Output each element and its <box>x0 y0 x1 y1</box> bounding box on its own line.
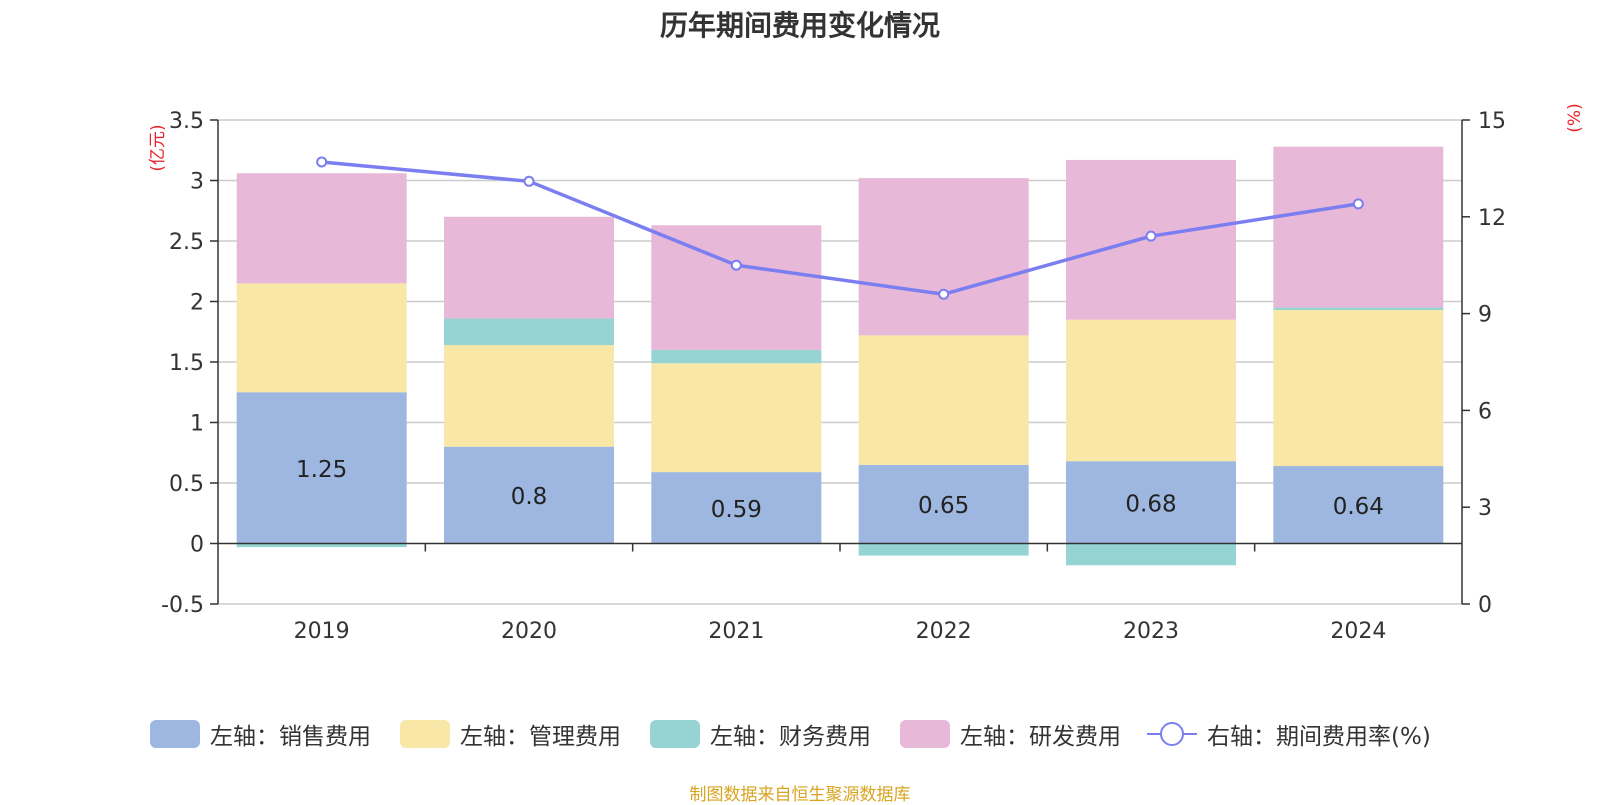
right-tick-label: 6 <box>1478 399 1492 424</box>
bar-segment <box>236 283 407 393</box>
rate-point <box>523 175 535 187</box>
category-label: 2023 <box>1123 619 1179 644</box>
grid-lines <box>218 119 1462 605</box>
data-labels: 1.25 0.8 0.59 0.65 0.68 0.64 <box>296 457 1384 523</box>
bar-segment <box>1273 309 1444 467</box>
bar-segment <box>858 335 1029 465</box>
legend-label: 右轴：期间费用率(%) <box>1207 724 1431 750</box>
legend-swatch <box>400 720 450 748</box>
legend: 左轴：销售费用 左轴：管理费用 左轴：财务费用 左轴：研发费用 右轴：期间费用率(%) <box>0 716 1600 756</box>
right-tick-label: 15 <box>1478 109 1506 134</box>
legend-item[interactable]: 左轴：管理费用 <box>400 716 621 752</box>
category-label: 2019 <box>294 619 350 644</box>
bar-segment <box>236 173 407 284</box>
bars <box>236 146 1444 566</box>
right-tick-label: 9 <box>1478 303 1492 328</box>
legend-swatch <box>900 720 950 748</box>
legend-item[interactable]: 左轴：财务费用 <box>650 716 871 752</box>
left-tick-label: 2 <box>190 291 204 316</box>
category-label: 2022 <box>916 619 972 644</box>
rate-point <box>730 259 742 271</box>
bar-segment <box>1273 146 1444 308</box>
right-axis-unit: (%) <box>1565 103 1585 132</box>
rate-point <box>1352 198 1364 210</box>
bar-segment <box>651 349 822 364</box>
category-label: 2020 <box>501 619 557 644</box>
source-note: 制图数据来自恒生聚源数据库 <box>689 785 911 805</box>
category-label: 2024 <box>1330 619 1386 644</box>
rate-line <box>316 156 1364 300</box>
category-label: 2021 <box>708 619 764 644</box>
bar-segment <box>651 225 822 350</box>
chart-canvas: -0.5 0 0.5 1 1.5 2 2.5 3 3.5 0 3 6 9 12 15 2019 2020 2021… <box>148 103 1585 644</box>
bar-segment <box>858 464 1029 544</box>
legend-label: 左轴：管理费用 <box>460 724 621 750</box>
rate-line-path <box>321 160 1359 297</box>
bar-segment <box>1066 461 1236 544</box>
legend-swatch <box>650 720 700 748</box>
rate-point <box>938 288 950 300</box>
bar-segment <box>444 345 614 447</box>
legend-label: 左轴：销售费用 <box>210 724 371 750</box>
bar-segment <box>1273 466 1444 544</box>
bar-segment <box>236 543 407 548</box>
right-tick-label: 3 <box>1478 496 1492 521</box>
left-tick-label: 2.5 <box>169 230 204 255</box>
legend-item[interactable]: 右轴：期间费用率(%) <box>1147 716 1431 752</box>
bar-segment <box>651 363 822 473</box>
left-axis-unit: (亿元) <box>148 124 168 171</box>
axes: -0.5 0 0.5 1 1.5 2 2.5 3 3.5 0 3 6 9 12 15 2019 2020 2021… <box>148 103 1585 644</box>
right-tick-label: 0 <box>1478 593 1492 618</box>
left-tick-label: 0 <box>190 533 204 558</box>
bar-segment <box>858 178 1029 336</box>
bar-segment <box>444 318 614 346</box>
left-tick-label: 3 <box>190 170 204 195</box>
data-label: 0.65 <box>918 493 969 519</box>
left-tick-label: 1.5 <box>169 351 204 376</box>
legend-label: 左轴：财务费用 <box>710 724 871 750</box>
legend-item[interactable]: 左轴：销售费用 <box>150 716 371 752</box>
data-label: 0.8 <box>511 484 548 510</box>
data-label: 0.59 <box>711 497 762 523</box>
left-tick-label: -0.5 <box>161 593 204 618</box>
legend-item[interactable]: 左轴：研发费用 <box>900 716 1121 752</box>
left-tick-label: 1 <box>190 412 204 437</box>
data-label: 0.68 <box>1125 491 1176 517</box>
data-label: 1.25 <box>296 457 347 483</box>
rate-point <box>1145 230 1157 242</box>
chart-title: 历年期间费用变化情况 <box>659 9 940 42</box>
bar-segment <box>236 392 407 544</box>
legend-swatch <box>150 720 200 748</box>
data-label: 0.64 <box>1333 494 1384 520</box>
bar-segment <box>1273 307 1444 310</box>
bar-segment <box>1066 543 1236 566</box>
bar-segment <box>444 446 614 544</box>
rate-point <box>316 156 328 168</box>
right-tick-label: 12 <box>1478 206 1506 231</box>
bar-segment <box>1066 319 1236 462</box>
left-tick-label: 0.5 <box>169 472 204 497</box>
bar-segment <box>651 472 822 544</box>
bar-segment <box>444 216 614 319</box>
legend-label: 左轴：研发费用 <box>960 724 1121 750</box>
bar-segment <box>858 543 1029 556</box>
left-tick-label: 3.5 <box>169 109 204 134</box>
legend-line-swatch <box>1147 720 1197 748</box>
